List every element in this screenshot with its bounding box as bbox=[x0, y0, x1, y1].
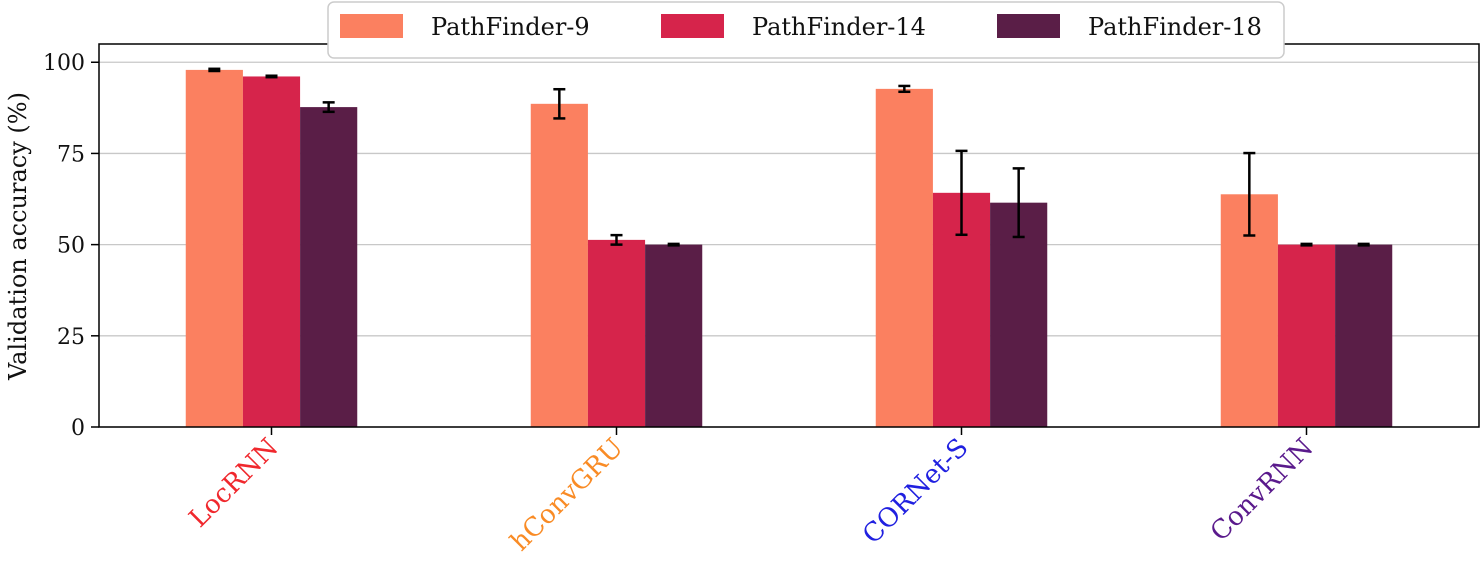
bar bbox=[1277, 244, 1336, 427]
x-axis: LocRNN hConvGRU CORNet-S ConvRNN bbox=[184, 427, 1320, 557]
legend-swatch bbox=[340, 14, 403, 38]
x-tick-label: hConvGRU bbox=[505, 433, 629, 557]
bar bbox=[242, 76, 301, 427]
legend-label: PathFinder-9 bbox=[431, 13, 590, 41]
x-tick-label: LocRNN bbox=[184, 433, 285, 534]
y-tick-label: 75 bbox=[57, 142, 85, 167]
bar bbox=[1335, 244, 1393, 427]
bar-marks bbox=[185, 69, 1393, 427]
bar bbox=[990, 202, 1048, 427]
x-tick-label: CORNet-S bbox=[857, 433, 974, 550]
error-bars bbox=[208, 67, 1370, 247]
bar bbox=[530, 103, 588, 427]
bar bbox=[300, 107, 358, 427]
y-tick-label: 25 bbox=[57, 325, 85, 350]
bar bbox=[185, 69, 243, 427]
bar bbox=[875, 88, 933, 427]
y-axis-title: Validation accuracy (%) bbox=[4, 92, 32, 381]
y-tick-label: 100 bbox=[43, 51, 85, 76]
y-tick-label: 50 bbox=[57, 234, 85, 259]
x-tick-label: ConvRNN bbox=[1205, 433, 1320, 548]
legend-label: PathFinder-14 bbox=[752, 13, 926, 41]
legend: PathFinder-9 PathFinder-14 PathFinder-18 bbox=[327, 1, 1285, 59]
y-tick-label: 0 bbox=[71, 416, 85, 441]
legend-label: PathFinder-18 bbox=[1088, 13, 1262, 41]
legend-swatch bbox=[997, 14, 1060, 38]
bar bbox=[645, 244, 703, 427]
legend-swatch bbox=[661, 14, 724, 38]
bar bbox=[587, 239, 646, 427]
y-axis: 0 25 50 75 100 bbox=[43, 51, 99, 441]
